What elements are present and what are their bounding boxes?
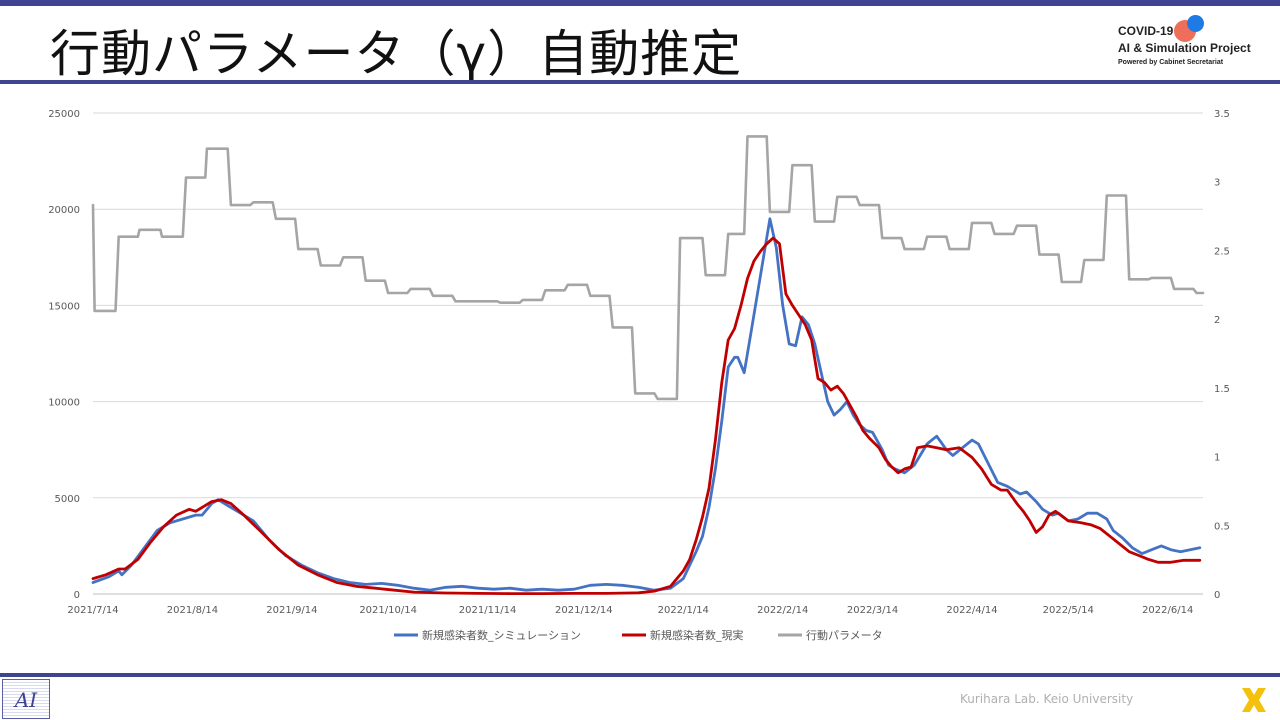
left-tick-label: 5000 bbox=[55, 494, 80, 505]
project-logo: COVID-19 AI & Simulation Project Powered… bbox=[1118, 15, 1278, 74]
x-tick-label: 2022/4/14 bbox=[946, 605, 997, 616]
x-tick-label: 2022/5/14 bbox=[1043, 605, 1094, 616]
x-tick-label: 2021/11/14 bbox=[459, 605, 517, 616]
right-tick-label: 2.5 bbox=[1214, 246, 1230, 257]
right-tick-label: 3 bbox=[1214, 178, 1220, 189]
left-axis-ticks: 0 5000 10000 15000 20000 25000 bbox=[48, 109, 80, 601]
x-tick-label: 2021/8/14 bbox=[167, 605, 218, 616]
x-tick-label: 2021/10/14 bbox=[359, 605, 417, 616]
infection-chart: 0 5000 10000 15000 20000 25000 0 0.5 1 1.5 2 2.5 3 3… bbox=[48, 109, 1230, 642]
right-axis-ticks: 0 0.5 1 1.5 2 2.5 3 3.5 bbox=[1214, 109, 1230, 601]
x-mark-icon bbox=[1242, 688, 1266, 712]
logo-blue-circle bbox=[1187, 15, 1204, 32]
x-tick-label: 2021/7/14 bbox=[67, 605, 118, 616]
legend-label: 新規感染者数_現実 bbox=[650, 628, 744, 642]
x-tick-label: 2021/12/14 bbox=[555, 605, 613, 616]
left-tick-label: 25000 bbox=[48, 109, 80, 120]
x-tick-label: 2022/1/14 bbox=[658, 605, 709, 616]
title-underline bbox=[0, 80, 1280, 84]
series-line-0 bbox=[91, 217, 1202, 592]
right-tick-label: 3.5 bbox=[1214, 109, 1230, 120]
logo-line-1: COVID-19 bbox=[1118, 24, 1174, 38]
legend-label: 新規感染者数_シミュレーション bbox=[422, 628, 581, 642]
right-tick-label: 2 bbox=[1214, 315, 1220, 326]
right-tick-label: 0.5 bbox=[1214, 521, 1230, 532]
gridlines bbox=[93, 112, 1203, 595]
series-line-2 bbox=[91, 135, 1205, 401]
x-tick-label: 2022/2/14 bbox=[757, 605, 808, 616]
top-accent-bar bbox=[0, 0, 1280, 6]
footer-rule bbox=[0, 673, 1280, 677]
left-tick-label: 10000 bbox=[48, 398, 80, 409]
series-line-1 bbox=[91, 236, 1202, 595]
footer-credit: Kurihara Lab. Keio University bbox=[960, 692, 1134, 706]
svg-text:AI: AI bbox=[13, 688, 38, 712]
right-tick-label: 1 bbox=[1214, 453, 1220, 464]
slide-title: 行動パラメータ（γ）自動推定 bbox=[50, 25, 743, 83]
x-axis-ticks: 2021/7/14 2021/8/14 2021/9/14 2021/10/14 202… bbox=[67, 605, 1193, 616]
chart-legend: 新規感染者数_シミュレーション 新規感染者数_現実 行動パラメータ bbox=[394, 628, 883, 642]
x-tick-label: 2022/6/14 bbox=[1142, 605, 1193, 616]
left-tick-label: 15000 bbox=[48, 301, 80, 312]
legend-label: 行動パラメータ bbox=[806, 628, 883, 642]
right-tick-label: 0 bbox=[1214, 590, 1220, 601]
logo-line-3: Powered by Cabinet Secretariat bbox=[1118, 59, 1224, 66]
logo-line-2: AI & Simulation Project bbox=[1118, 41, 1251, 55]
x-tick-label: 2021/9/14 bbox=[266, 605, 317, 616]
series-lines bbox=[91, 135, 1205, 595]
right-tick-label: 1.5 bbox=[1214, 384, 1230, 395]
left-tick-label: 0 bbox=[74, 590, 80, 601]
left-tick-label: 20000 bbox=[48, 205, 80, 216]
x-tick-label: 2022/3/14 bbox=[847, 605, 898, 616]
lab-logo: AI bbox=[2, 679, 50, 719]
